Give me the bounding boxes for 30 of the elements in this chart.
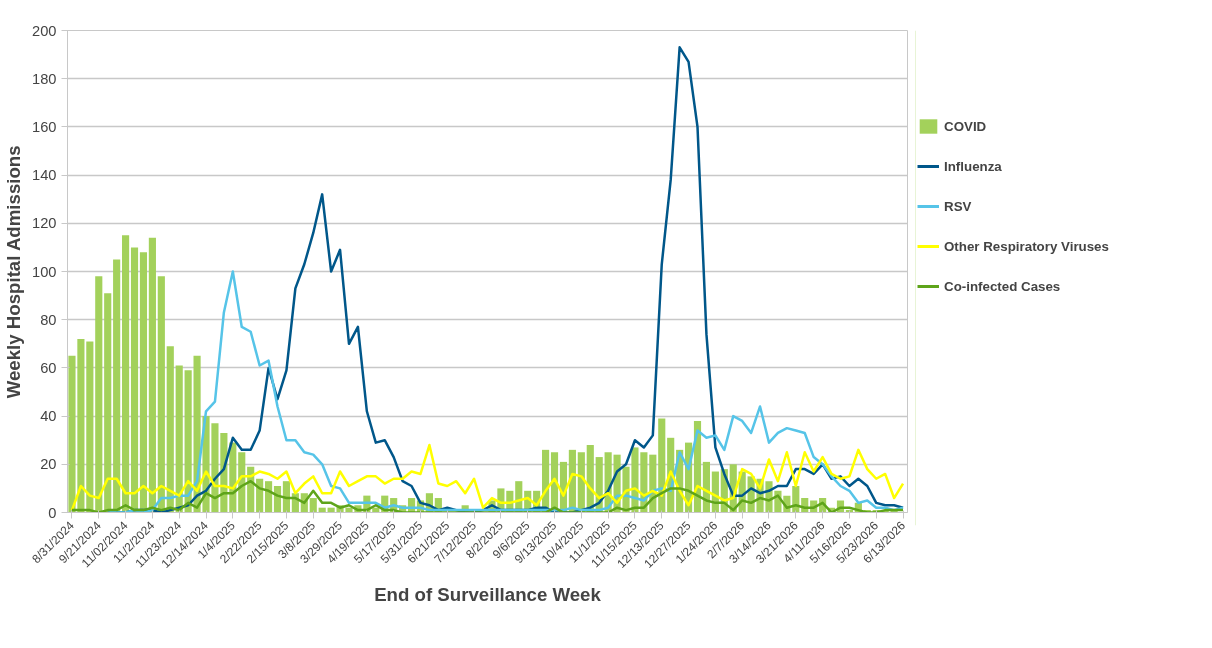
- y-tick-label: 120: [32, 215, 57, 232]
- legend-label: Influenza: [944, 158, 1002, 174]
- y-tick-label: 200: [32, 22, 57, 39]
- bar: [113, 259, 121, 513]
- bar: [175, 365, 183, 513]
- y-tick-label: 140: [32, 167, 57, 184]
- bar: [122, 235, 130, 513]
- y-tick-label: 40: [40, 408, 57, 425]
- y-tick-label: 100: [32, 263, 57, 280]
- line-series: [106, 270, 905, 513]
- bar: [166, 346, 174, 513]
- y-axis-title: Weekly Hospital Admissions: [3, 145, 25, 399]
- legend-label: RSV: [944, 198, 972, 214]
- line-series: [70, 479, 905, 513]
- line-series: [70, 443, 905, 512]
- y-tick-label: 160: [32, 118, 57, 135]
- y-tick-label: 60: [40, 359, 57, 376]
- bar: [95, 276, 103, 513]
- bar: [104, 293, 112, 513]
- legend-label: Co-infected Cases: [944, 278, 1061, 294]
- bar: [130, 247, 139, 513]
- bar: [86, 341, 94, 513]
- bar: [309, 498, 317, 513]
- y-tick-label: 0: [48, 504, 57, 521]
- y-tick-label: 80: [40, 311, 57, 328]
- y-tick-label: 180: [32, 70, 57, 87]
- y-tick-label: 20: [40, 456, 57, 473]
- x-axis-title: End of Surveillance Week: [374, 583, 602, 605]
- legend-label: COVID: [944, 118, 987, 134]
- legend-label: Other Respiratory Viruses: [944, 238, 1109, 254]
